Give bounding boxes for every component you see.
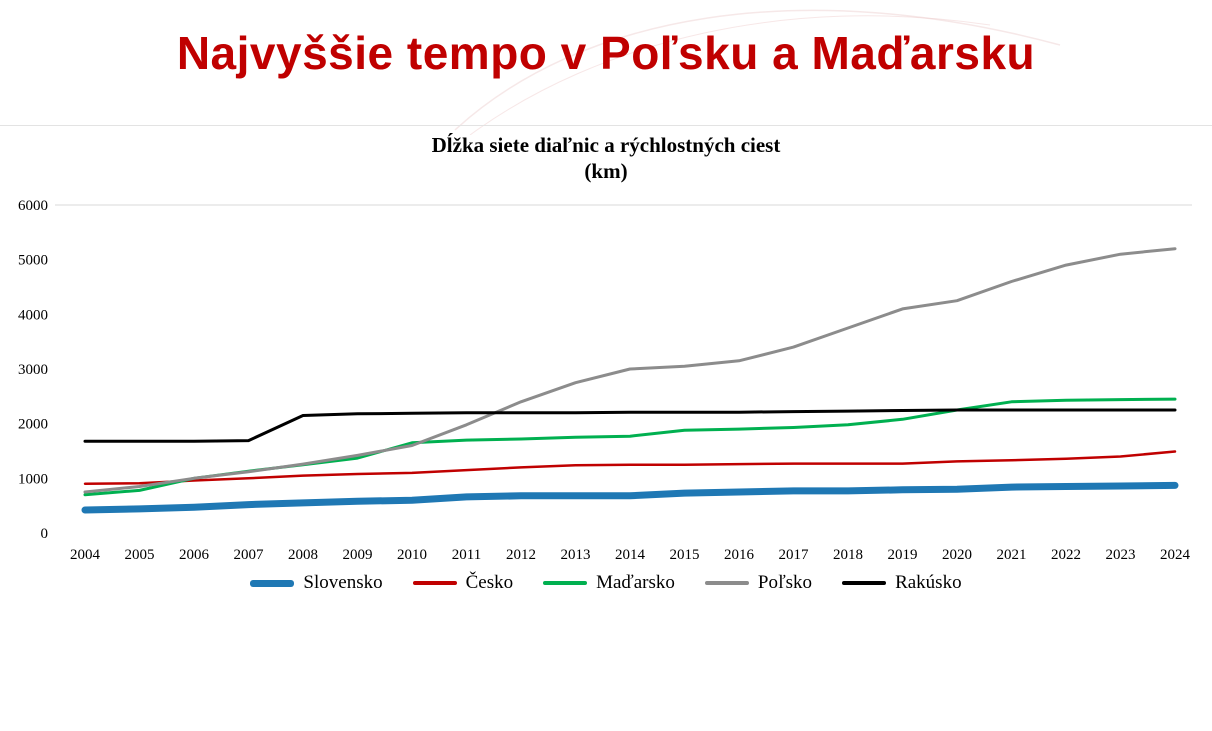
chart-title-line2: (km) xyxy=(584,159,628,184)
line-chart: 0 1000 2000 3000 4000 5000 6000 2004 2005 2006 200… xyxy=(18,198,1192,563)
legend-swatch-Česko xyxy=(412,581,457,585)
chart-title-line1: Dĺžka siete diaľnic a rýchlostných ciest xyxy=(431,133,781,157)
y-tick-label: 3000 xyxy=(18,362,48,378)
legend-label: Maďarsko xyxy=(596,572,675,593)
x-tick-label: 2021 xyxy=(997,547,1027,563)
x-tick-label: 2024 xyxy=(1160,547,1191,563)
x-tick-label: 2004 xyxy=(70,547,101,563)
series-line-Slovensko xyxy=(81,481,1179,514)
legend-swatch-Rakúsko xyxy=(842,581,887,585)
x-tick-label: 2007 xyxy=(234,547,265,563)
x-tick-label: 2014 xyxy=(615,547,646,563)
legend-swatch-Slovensko xyxy=(250,579,295,587)
x-tick-label: 2008 xyxy=(288,547,318,563)
legend-swatch-Poľsko xyxy=(704,581,749,585)
x-tick-label: 2018 xyxy=(833,547,863,563)
legend-item-Slovensko: Slovensko xyxy=(250,572,383,594)
x-tick-label: 2012 xyxy=(506,547,536,563)
slide-title: Najvyššie tempo v Poľsku a Maďarsku xyxy=(176,27,1036,79)
x-tick-label: 2022 xyxy=(1051,547,1081,563)
series-line-Poľsko xyxy=(83,247,1177,494)
x-tick-label: 2017 xyxy=(779,547,810,563)
legend-item-Maďarsko: Maďarsko xyxy=(543,572,675,594)
x-tick-label: 2023 xyxy=(1106,547,1136,563)
x-tick-label: 2016 xyxy=(724,547,755,563)
chart-title: Dĺžka siete diaľnic a rýchlostných ciest… xyxy=(0,132,1212,185)
x-tick-label: 2009 xyxy=(343,547,373,563)
x-tick-label: 2005 xyxy=(125,547,155,563)
y-tick-label: 4000 xyxy=(18,307,48,323)
legend-item-Poľsko: Poľsko xyxy=(704,572,813,594)
x-tick-label: 2019 xyxy=(888,547,918,563)
legend-label: Poľsko xyxy=(757,572,813,593)
y-tick-label: 0 xyxy=(41,526,49,542)
y-tick-label: 1000 xyxy=(18,471,48,487)
x-tick-label: 2013 xyxy=(561,547,591,563)
chart-legend: Slovensko Česko Maďarsko Poľsko Rakúsko xyxy=(0,572,1212,594)
series-line-Rakúsko xyxy=(83,408,1177,443)
legend-item-Rakúsko: Rakúsko xyxy=(842,572,962,594)
legend-label: Česko xyxy=(465,572,514,593)
x-tick-label: 2011 xyxy=(452,547,481,563)
legend-swatch-Maďarsko xyxy=(543,581,588,585)
series-line-Česko xyxy=(83,450,1177,486)
legend-label: Slovensko xyxy=(303,572,383,593)
x-tick-label: 2010 xyxy=(397,547,427,563)
legend-label: Rakúsko xyxy=(895,572,962,593)
x-tick-label: 2015 xyxy=(670,547,700,563)
y-tick-label: 2000 xyxy=(18,417,48,433)
y-tick-label: 6000 xyxy=(18,198,48,214)
x-tick-label: 2020 xyxy=(942,547,972,563)
x-tick-label: 2006 xyxy=(179,547,210,563)
y-tick-label: 5000 xyxy=(18,253,48,269)
divider-line xyxy=(0,125,1212,126)
legend-item-Česko: Česko xyxy=(412,572,514,594)
